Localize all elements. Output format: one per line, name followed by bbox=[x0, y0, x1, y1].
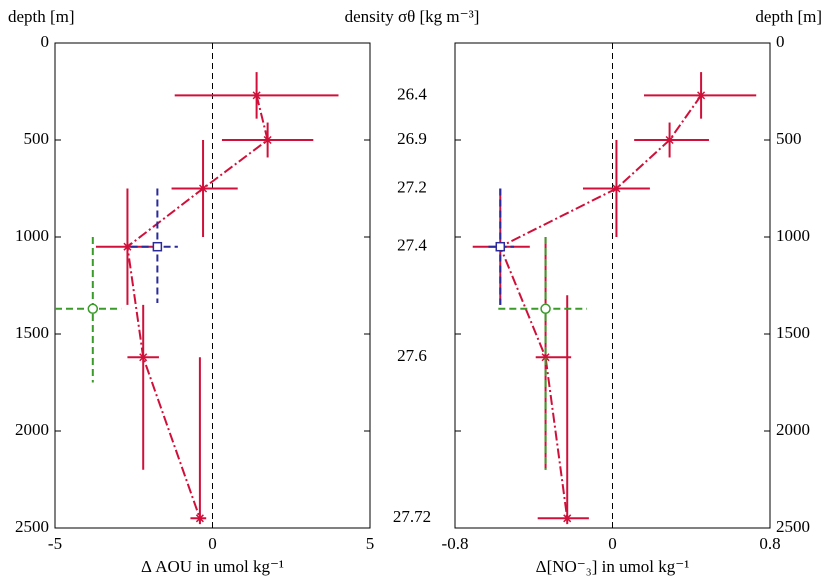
density-tick-label: 26.9 bbox=[397, 129, 427, 148]
y-tick-label: 1500 bbox=[15, 323, 49, 342]
profile-line bbox=[126, 95, 269, 519]
y-tick-label: 2500 bbox=[776, 517, 810, 536]
y-axis-label: depth [m] bbox=[755, 7, 822, 26]
density-tick-label: 27.2 bbox=[397, 177, 427, 196]
y-tick-label: 2000 bbox=[776, 420, 810, 439]
y-tick-label: 500 bbox=[776, 129, 802, 148]
x-axis-label: Δ AOU in umol kg⁻¹ bbox=[141, 557, 284, 576]
x-tick-label: 0 bbox=[608, 534, 617, 553]
point-marker bbox=[122, 241, 133, 252]
density-tick-label: 27.72 bbox=[393, 507, 431, 526]
x-tick-label: -5 bbox=[48, 534, 62, 553]
point-marker bbox=[540, 303, 551, 315]
point-marker bbox=[251, 90, 262, 101]
point-marker bbox=[87, 303, 99, 315]
x-axis-label: Δ[NO⁻₃] in umol kg⁻¹ bbox=[536, 557, 690, 576]
density-tick-label: 27.4 bbox=[397, 236, 427, 255]
y-tick-label: 0 bbox=[41, 32, 50, 51]
point-marker bbox=[198, 183, 209, 194]
point-marker bbox=[562, 513, 573, 524]
point-marker bbox=[611, 183, 622, 194]
y-axis-label: depth [m] bbox=[8, 7, 75, 26]
x-tick-label: 0 bbox=[208, 534, 217, 553]
y-tick-label: 2500 bbox=[15, 517, 49, 536]
y-tick-label: 0 bbox=[776, 32, 785, 51]
x-tick-label: 5 bbox=[366, 534, 375, 553]
point-marker bbox=[194, 513, 205, 524]
point-marker bbox=[495, 241, 506, 252]
point-marker bbox=[262, 135, 273, 145]
density-tick-label: 26.4 bbox=[397, 84, 427, 103]
y-tick-label: 1000 bbox=[776, 226, 810, 245]
y-tick-label: 500 bbox=[24, 129, 50, 148]
point-marker bbox=[696, 90, 707, 101]
point-marker bbox=[138, 352, 149, 363]
density-tick-label: 27.6 bbox=[397, 346, 427, 365]
y-tick-label: 2000 bbox=[15, 420, 49, 439]
y-tick-label: 1500 bbox=[776, 323, 810, 342]
point-marker bbox=[152, 241, 163, 252]
point-marker bbox=[664, 135, 675, 145]
x-tick-label: -0.8 bbox=[442, 534, 469, 553]
density-label: density σθ [kg m⁻³] bbox=[345, 7, 480, 26]
profile-line bbox=[499, 94, 702, 519]
y-tick-label: 1000 bbox=[15, 226, 49, 245]
point-marker bbox=[540, 352, 551, 363]
x-tick-label: 0.8 bbox=[759, 534, 780, 553]
